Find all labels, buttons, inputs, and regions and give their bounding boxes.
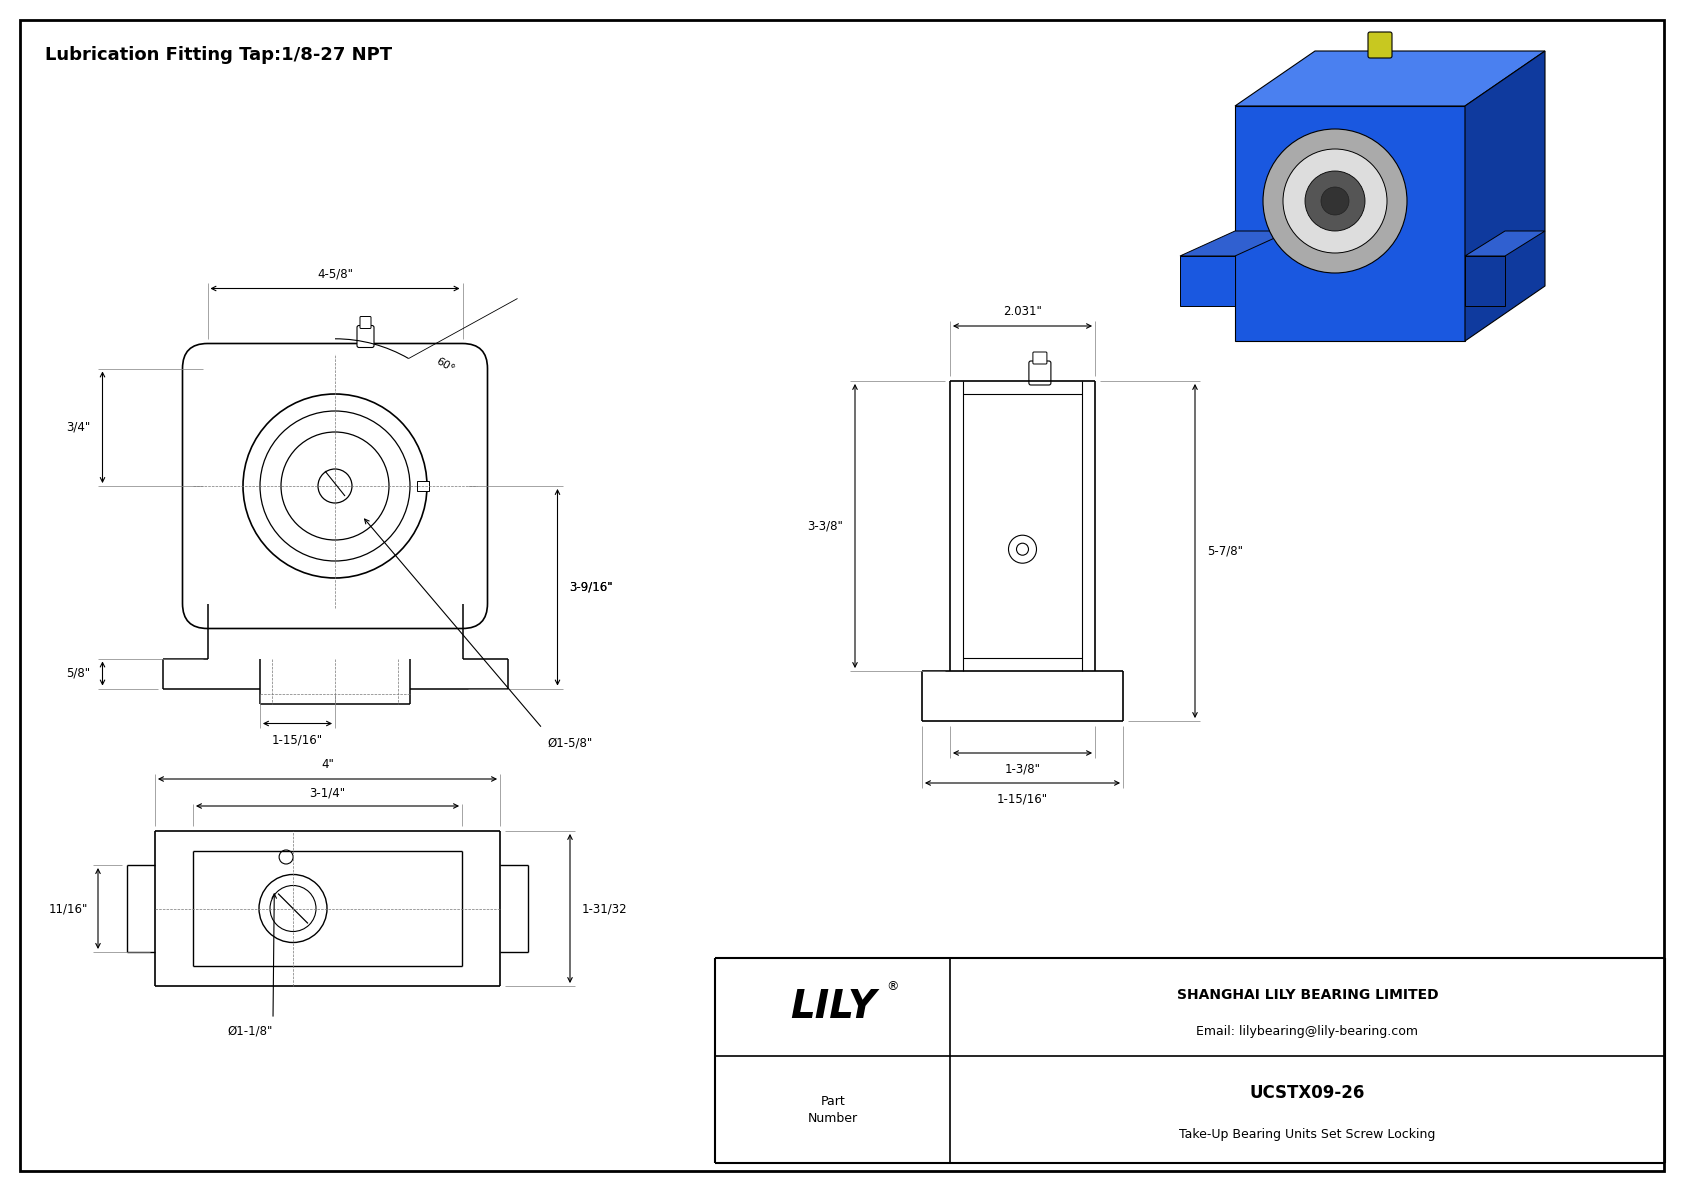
Polygon shape <box>1234 106 1465 341</box>
Text: 5-7/8": 5-7/8" <box>1207 544 1243 557</box>
Text: Ø1-5/8": Ø1-5/8" <box>547 737 593 750</box>
Polygon shape <box>1180 231 1290 256</box>
Text: ®: ® <box>886 980 898 993</box>
FancyBboxPatch shape <box>357 325 374 348</box>
FancyBboxPatch shape <box>1032 353 1047 364</box>
Text: 3-1/4": 3-1/4" <box>310 786 345 799</box>
Circle shape <box>1263 129 1408 273</box>
Polygon shape <box>1465 51 1544 341</box>
FancyBboxPatch shape <box>360 317 370 329</box>
Circle shape <box>1283 149 1388 252</box>
Polygon shape <box>1180 256 1234 306</box>
Text: 1-15/16": 1-15/16" <box>997 792 1047 805</box>
Polygon shape <box>1465 256 1505 306</box>
Text: 5/8": 5/8" <box>66 667 91 680</box>
Text: LILY: LILY <box>790 989 876 1027</box>
Text: 4-5/8": 4-5/8" <box>317 268 354 281</box>
Text: Ø1-1/8": Ø1-1/8" <box>227 1024 273 1037</box>
Text: 3-9/16": 3-9/16" <box>569 581 613 594</box>
Text: 4": 4" <box>322 757 333 771</box>
Text: SHANGHAI LILY BEARING LIMITED: SHANGHAI LILY BEARING LIMITED <box>1177 987 1438 1002</box>
Text: 1-3/8": 1-3/8" <box>1004 762 1041 775</box>
Text: 60°: 60° <box>434 356 456 374</box>
Bar <box>418 481 429 491</box>
Text: Part
Number: Part Number <box>808 1095 859 1124</box>
Polygon shape <box>1465 231 1544 256</box>
Text: 11/16": 11/16" <box>49 902 88 915</box>
Text: 2.031": 2.031" <box>1004 305 1042 318</box>
FancyBboxPatch shape <box>1029 361 1051 385</box>
Text: UCSTX09-26: UCSTX09-26 <box>1250 1084 1366 1103</box>
Polygon shape <box>1234 51 1544 106</box>
Text: Take-Up Bearing Units Set Screw Locking: Take-Up Bearing Units Set Screw Locking <box>1179 1128 1436 1141</box>
Text: Email: lilybearing@lily-bearing.com: Email: lilybearing@lily-bearing.com <box>1197 1025 1418 1039</box>
Circle shape <box>1017 543 1029 555</box>
Text: 1-15/16": 1-15/16" <box>271 734 323 747</box>
FancyBboxPatch shape <box>182 343 487 629</box>
FancyBboxPatch shape <box>1367 32 1393 58</box>
Text: 3/4": 3/4" <box>66 420 91 434</box>
Text: 3-3/8": 3-3/8" <box>807 519 844 532</box>
Text: 1-31/32: 1-31/32 <box>583 902 628 915</box>
Circle shape <box>1305 172 1366 231</box>
Circle shape <box>1320 187 1349 216</box>
Text: Lubrication Fitting Tap:1/8-27 NPT: Lubrication Fitting Tap:1/8-27 NPT <box>45 46 392 64</box>
Text: 3-9/16": 3-9/16" <box>569 581 613 594</box>
